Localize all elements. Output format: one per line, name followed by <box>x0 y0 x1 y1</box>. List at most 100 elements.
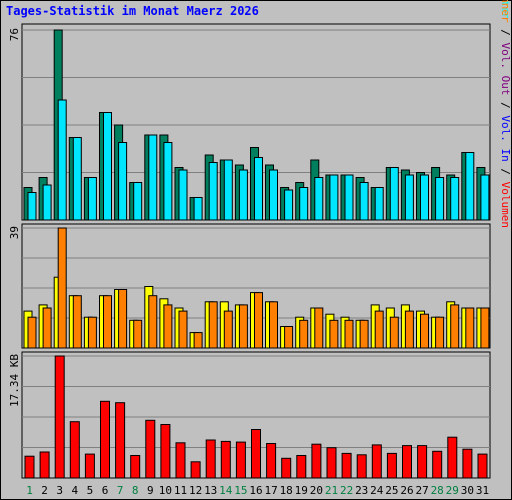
bar-rechner-day-24 <box>374 310 384 349</box>
bar-volumen-day-25 <box>386 452 397 479</box>
bar-rechner-day-12 <box>193 332 203 349</box>
bar-rechner-day-23 <box>359 319 369 349</box>
bar-volumen-day-31 <box>477 453 488 479</box>
legend-middle: Besuche / Rechner / Vol. Out / Vol. In /… <box>499 0 512 228</box>
x-tick-label-day-5: 5 <box>87 484 94 497</box>
bar-volumen-day-9 <box>145 419 156 479</box>
bar-rechner-day-6 <box>103 295 112 349</box>
bar-volumen-day-20 <box>311 443 322 479</box>
bar-dateien-day-18 <box>284 189 294 221</box>
x-tick-label-day-27: 27 <box>415 484 428 497</box>
x-tick-label-day-19: 19 <box>295 484 308 497</box>
bar-rechner-day-9 <box>148 295 158 349</box>
x-tick-label-day-29: 29 <box>446 484 459 497</box>
x-tick-label-day-8: 8 <box>132 484 139 497</box>
x-tick-label-day-10: 10 <box>159 484 172 497</box>
bar-dateien-day-1 <box>27 192 37 221</box>
panel-bottom-ymax-label: 17.34 KB <box>8 354 21 407</box>
x-tick-label-day-23: 23 <box>355 484 368 497</box>
bar-dateien-day-9 <box>148 134 158 221</box>
bar-dateien-day-16 <box>254 157 263 221</box>
bar-volumen-day-15 <box>235 441 246 479</box>
bar-dateien-day-12 <box>193 197 203 221</box>
x-tick-label-day-16: 16 <box>249 484 262 497</box>
bar-rechner-day-10 <box>163 304 173 349</box>
bar-rechner-day-18 <box>284 326 294 349</box>
bar-rechner-day-8 <box>133 319 143 349</box>
bar-dateien-day-21 <box>329 174 339 221</box>
bar-dateien-day-11 <box>178 169 188 221</box>
bar-dateien-day-5 <box>87 177 97 221</box>
x-tick-label-day-12: 12 <box>189 484 202 497</box>
x-tick-label-day-1: 1 <box>26 484 33 497</box>
bar-rechner-day-29 <box>450 304 460 349</box>
bar-dateien-day-19 <box>299 187 309 221</box>
bar-rechner-day-28 <box>435 316 445 349</box>
bar-dateien-day-20 <box>314 177 324 221</box>
legend-entry: Volumen <box>499 182 512 228</box>
bar-volumen-day-18 <box>281 457 292 479</box>
bar-rechner-day-25 <box>389 316 399 349</box>
x-tick-label-day-15: 15 <box>234 484 247 497</box>
legend-entry: Seiten <box>499 0 512 20</box>
bar-rechner-day-14 <box>223 310 233 349</box>
bar-rechner-day-17 <box>269 301 278 349</box>
bar-volumen-day-1 <box>24 455 35 479</box>
bar-rechner-day-15 <box>238 304 248 349</box>
bar-dateien-day-28 <box>435 177 445 221</box>
bar-rechner-day-20 <box>314 307 324 349</box>
bar-dateien-day-30 <box>465 152 475 221</box>
chart-title: Tages-Statistik im Monat Maerz 2026 <box>6 4 259 18</box>
x-tick-label-day-25: 25 <box>385 484 398 497</box>
bar-volumen-day-12 <box>190 461 201 479</box>
x-tick-label-day-26: 26 <box>400 484 413 497</box>
x-tick-label-day-18: 18 <box>280 484 293 497</box>
bar-volumen-day-29 <box>447 436 458 479</box>
bar-volumen-day-2 <box>39 451 50 479</box>
bar-dateien-day-8 <box>133 182 143 221</box>
bar-rechner-day-31 <box>480 307 490 349</box>
bar-volumen-day-22 <box>341 452 352 479</box>
bar-dateien-day-6 <box>103 112 112 221</box>
bar-volumen-day-19 <box>296 455 307 479</box>
bar-dateien-day-10 <box>163 142 173 221</box>
bar-dateien-day-3 <box>57 99 67 221</box>
bar-rechner-day-1 <box>27 316 37 349</box>
bar-volumen-day-28 <box>432 450 443 479</box>
bar-rechner-day-4 <box>72 295 82 349</box>
bar-volumen-day-24 <box>371 444 382 479</box>
bar-volumen-day-13 <box>205 439 216 479</box>
bar-volumen-day-6 <box>100 400 110 479</box>
panel-top-ymax-label: 76 <box>8 28 21 41</box>
x-tick-label-day-13: 13 <box>204 484 217 497</box>
legend-entry: Vol. Out <box>499 43 512 96</box>
legend-top: Anfragen / Dateien / Seiten <box>499 0 512 20</box>
bar-rechner-day-7 <box>118 289 128 349</box>
legend-entry: Rechner <box>499 0 512 23</box>
x-tick-label-day-22: 22 <box>340 484 353 497</box>
bar-dateien-day-31 <box>480 174 490 221</box>
legend-entry: / <box>499 23 512 43</box>
bar-dateien-day-13 <box>208 162 218 221</box>
bar-rechner-day-2 <box>42 307 52 349</box>
bar-volumen-day-5 <box>84 453 95 479</box>
bar-volumen-day-10 <box>160 424 171 479</box>
bar-volumen-day-17 <box>266 443 277 479</box>
x-tick-label-day-2: 2 <box>41 484 48 497</box>
x-tick-label-day-30: 30 <box>461 484 474 497</box>
bar-rechner-day-22 <box>344 319 354 349</box>
bar-rechner-day-16 <box>254 292 263 349</box>
bar-volumen-day-27 <box>417 445 428 479</box>
bar-volumen-day-14 <box>220 440 231 479</box>
legend-entry: / <box>499 96 512 116</box>
bar-volumen-day-7 <box>115 402 126 479</box>
bar-volumen-day-16 <box>251 429 261 479</box>
bar-dateien-day-2 <box>42 184 52 221</box>
bar-dateien-day-4 <box>72 137 82 221</box>
x-tick-label-day-28: 28 <box>431 484 444 497</box>
bar-rechner-day-5 <box>87 316 97 349</box>
bar-dateien-day-15 <box>238 169 248 221</box>
bar-dateien-day-22 <box>344 174 354 221</box>
bar-dateien-day-29 <box>450 177 460 221</box>
